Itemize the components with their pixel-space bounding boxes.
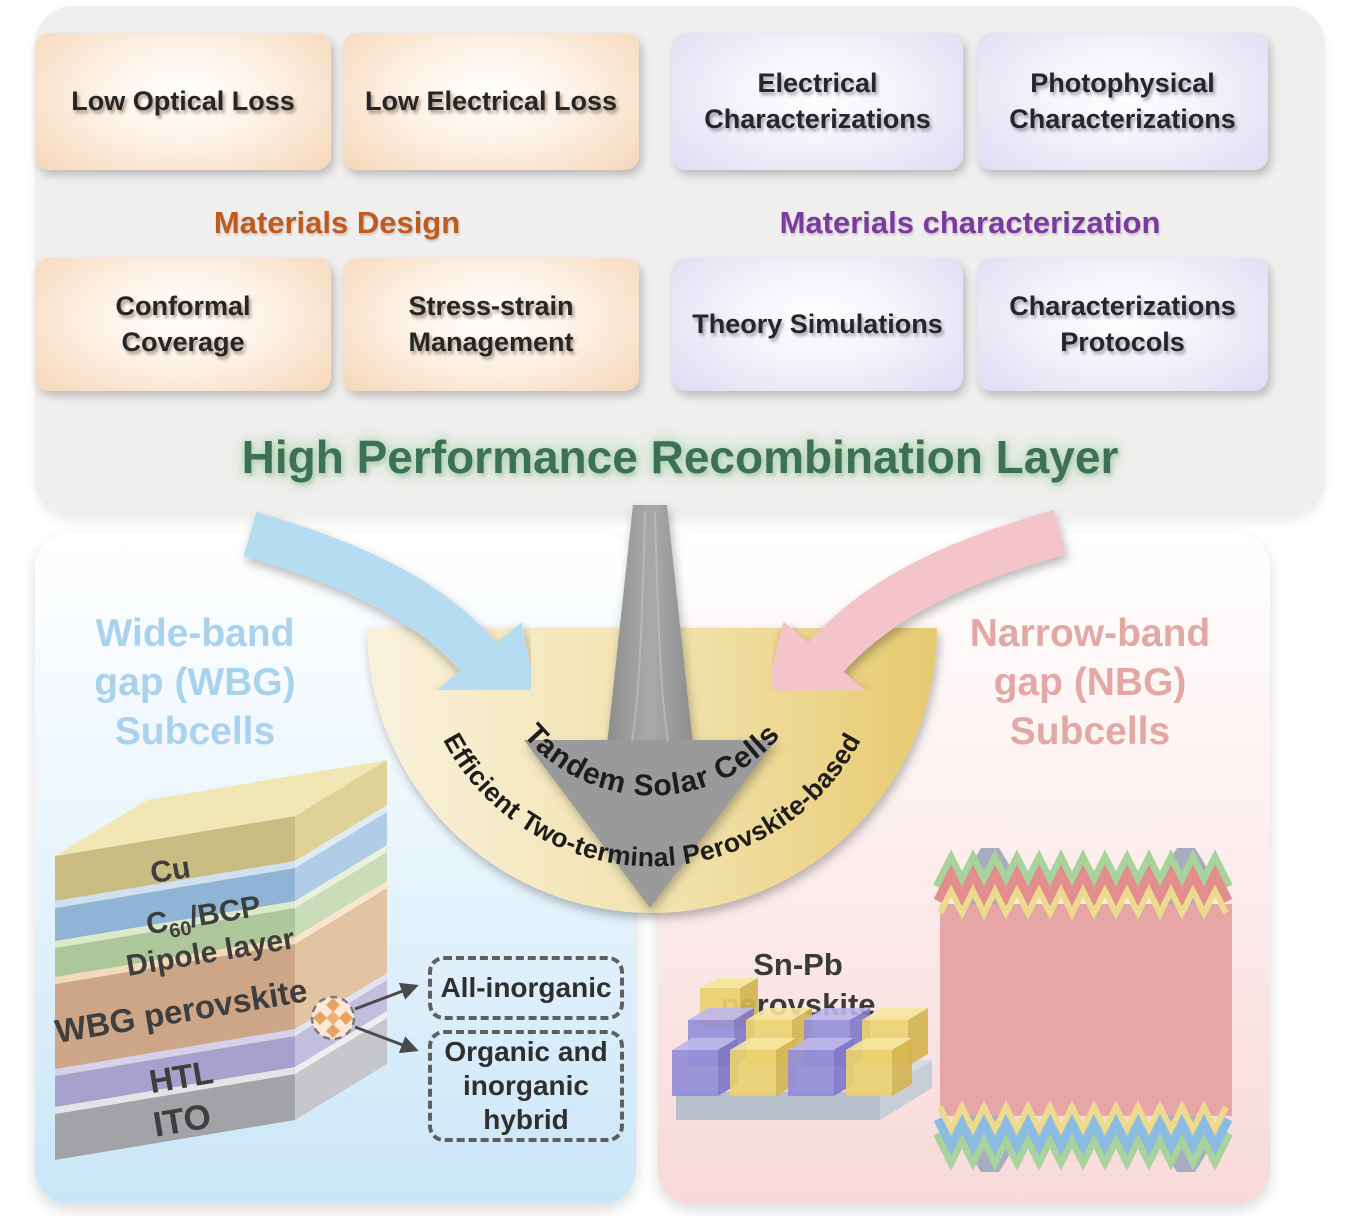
char-box-photophysical: Photophysical Characterizations [977,33,1268,170]
callout-organic-inorganic-hybrid: Organic and inorganic hybrid [428,1030,624,1142]
char-box-electrical: Electrical Characterizations [672,33,963,170]
design-box-stress-strain: Stress-strain Management [343,258,639,391]
materials-design-label: Materials Design [213,205,461,240]
wbg-title: Wide-band gap (WBG) Subcells [94,612,296,754]
si-wafer-label: Si wafter [1015,988,1157,1026]
design-box-conformal-coverage: Conformal Coverage [35,258,331,391]
materials-characterization-label: Materials characterization [779,205,1161,240]
top-panel: Low Optical Loss Low Electrical Loss Ele… [35,6,1325,518]
char-box-theory-simulations: Theory Simulations [672,258,963,391]
recombination-layer-title: High Performance Recombination Layer [241,431,1119,483]
wbg-panel: Wide-band gap (WBG) Subcells All-inorgan… [35,533,636,1204]
callout-all-inorganic: All-inorganic [428,956,624,1020]
char-box-characterizations-protocols: Characterizations Protocols [977,258,1268,391]
design-box-low-optical-loss: Low Optical Loss [35,33,331,170]
nbg-panel: Narrow-band gap (NBG) Subcells Sn-Pb per… [658,533,1270,1204]
design-box-low-electrical-loss: Low Electrical Loss [343,33,639,170]
snpb-perovskite-label: Sn-Pb perovskite [720,947,876,1023]
nbg-title: Narrow-band gap (NBG) Subcells [969,612,1211,754]
